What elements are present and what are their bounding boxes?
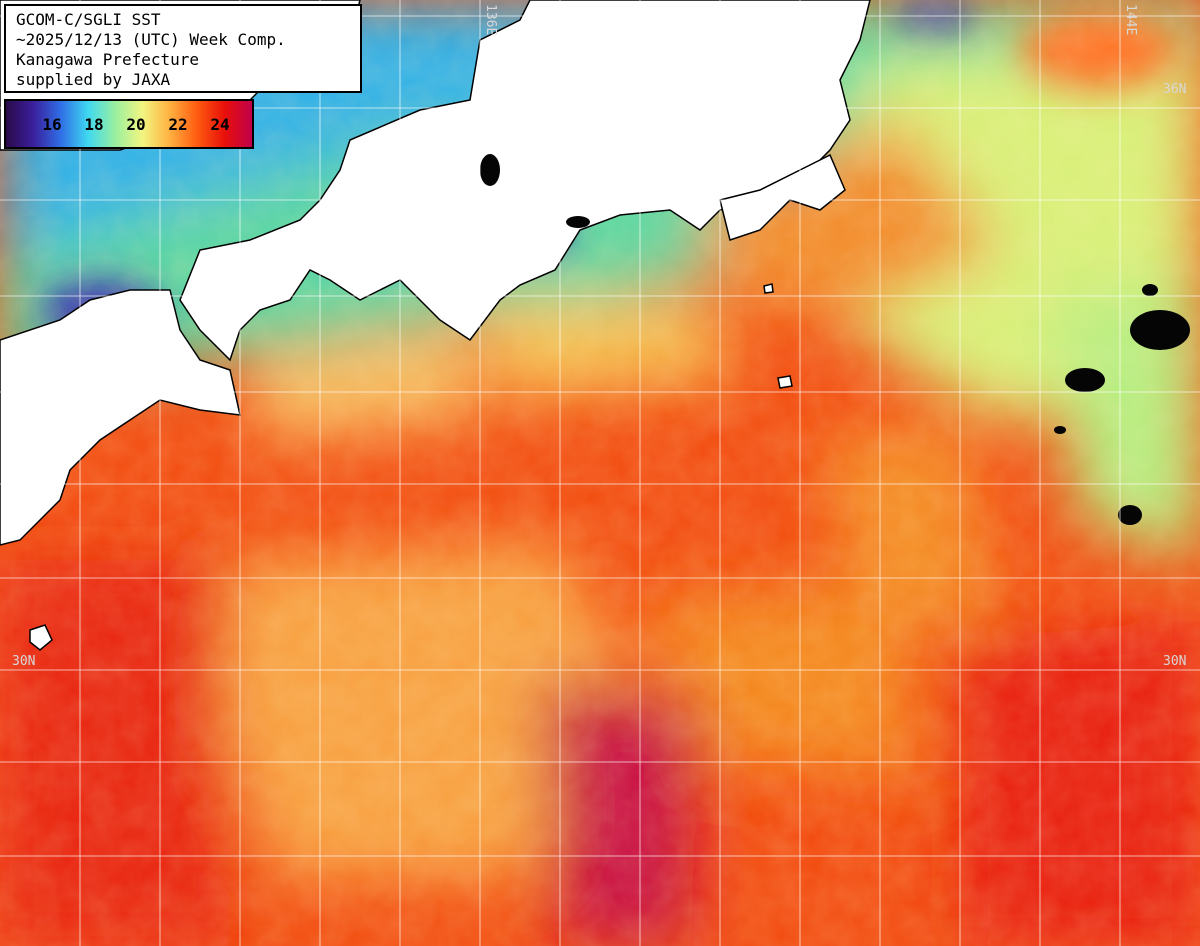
legend-tick-24: 24 bbox=[210, 115, 230, 134]
cloud-patches bbox=[480, 154, 1190, 525]
legend-color-ramp bbox=[6, 101, 252, 147]
title-line-sensor: GCOM-C/SGLI SST bbox=[16, 10, 161, 29]
legend-tick-22: 22 bbox=[168, 115, 188, 134]
color-legend: 16 18 20 22 24 bbox=[4, 99, 254, 149]
title-box: GCOM-C/SGLI SST ~2025/12/13 (UTC) Week C… bbox=[4, 4, 362, 93]
lat-label-36n-right: 36N bbox=[1163, 82, 1187, 97]
legend-ticks: 16 18 20 22 24 bbox=[6, 115, 252, 135]
title-line-date: ~2025/12/13 (UTC) Week Comp. bbox=[16, 30, 286, 49]
title-line-region: Kanagawa Prefecture bbox=[16, 50, 200, 69]
lon-label-144e: 144E bbox=[1123, 4, 1138, 36]
legend-tick-16: 16 bbox=[42, 115, 62, 134]
lat-label-30n-right: 30N bbox=[1163, 654, 1187, 669]
title-line-credit: supplied by JAXA bbox=[16, 70, 171, 89]
legend-tick-20: 20 bbox=[126, 115, 146, 134]
lon-label-136e: 136E bbox=[483, 4, 498, 36]
legend-tick-18: 18 bbox=[84, 115, 104, 134]
lat-label-30n-left: 30N bbox=[12, 654, 36, 669]
